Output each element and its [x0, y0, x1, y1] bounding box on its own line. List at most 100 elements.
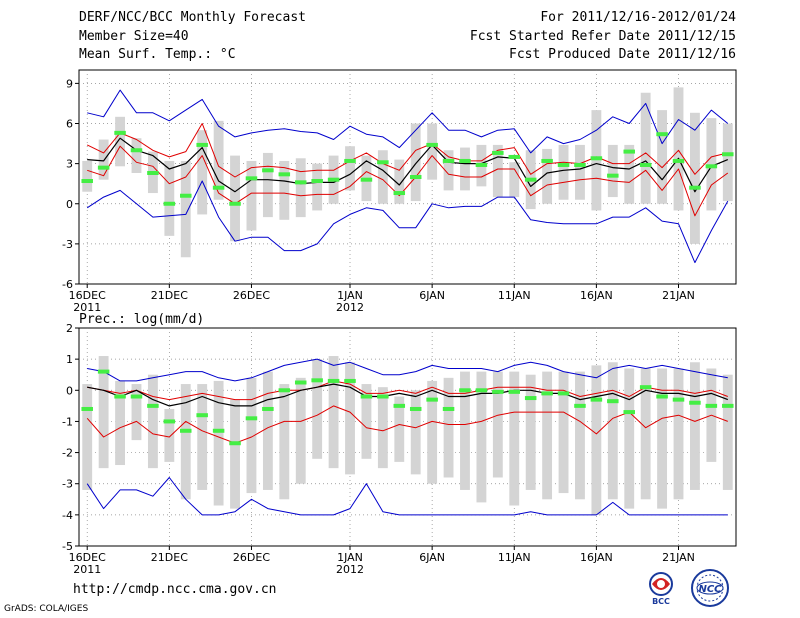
prec-spread-box: [690, 362, 700, 490]
prec-ensemble-mean-line: [87, 383, 729, 407]
temp-observed-marker: [590, 156, 603, 161]
prec-spread-box: [180, 384, 191, 500]
temp-observed-marker: [212, 185, 225, 190]
prec-observed-marker: [212, 428, 225, 433]
temp-spread-box: [657, 110, 668, 204]
prec-spread-box: [509, 371, 520, 506]
temp-spread-box: [213, 120, 224, 200]
prec-observed-marker: [639, 385, 652, 390]
prec-observed-marker: [508, 389, 521, 394]
temp-spread-box: [246, 160, 257, 231]
prec-observed-marker: [114, 394, 126, 399]
temp-observed-marker: [97, 165, 110, 170]
temp-spread-box: [509, 162, 520, 198]
prec-ytick-label: -4: [62, 509, 73, 522]
prec-observed-marker: [574, 403, 586, 408]
variable-label: Mean Surf. Temp.: °C: [79, 47, 236, 62]
prec-xtick-label: 16JAN: [580, 551, 613, 564]
prec-panel-title: Prec.: log(mm/d): [79, 312, 204, 327]
prec-observed-marker: [557, 391, 570, 396]
temp-spread-box: [640, 92, 651, 204]
prec-spread-box: [295, 377, 306, 484]
prec-observed-marker: [180, 428, 192, 433]
temp-spread-box: [722, 123, 733, 202]
temp-ytick-label: 9: [66, 77, 73, 90]
prec-ytick-label: 2: [66, 322, 73, 335]
prec-observed-marker: [344, 378, 356, 383]
temp-observed-marker: [262, 168, 274, 173]
temp-observed-marker: [180, 193, 192, 198]
temp-ytick-label: 6: [66, 118, 73, 131]
ncc-logo: NCC: [691, 569, 729, 607]
prec-xtick-label: 1JAN: [337, 551, 363, 564]
temp-spread-box: [197, 130, 208, 215]
prec-observed-marker: [147, 403, 159, 408]
temp-observed-marker: [459, 158, 471, 163]
temp-xtick-label: 16DEC: [69, 289, 106, 302]
temp-observed-marker: [81, 179, 93, 184]
prec-observed-marker: [722, 403, 734, 408]
temp-spread-box: [345, 146, 355, 191]
member-size: Member Size=40: [79, 29, 189, 44]
temp-ytick-label: 3: [66, 158, 73, 171]
prec-observed-marker: [327, 378, 340, 383]
source-url[interactable]: http://cmdp.ncc.cma.gov.cn: [73, 582, 277, 597]
prec-observed-marker: [590, 397, 603, 402]
temp-observed-marker: [557, 162, 570, 167]
prec-spread-box: [525, 374, 536, 490]
temp-spread-box: [624, 144, 635, 204]
temp-ensemble-mean-line: [87, 137, 729, 193]
prec-observed-marker: [393, 403, 406, 408]
temp-observed-marker: [607, 173, 619, 178]
prec-xtick-year: 2012: [336, 563, 364, 576]
temp-spread-box: [115, 116, 125, 167]
prec-spread-box: [673, 368, 684, 500]
temp-observed-marker: [393, 191, 406, 196]
temp-spread-box: [460, 147, 470, 191]
prec-xtick-year: 2011: [73, 563, 101, 576]
temp-spread-box: [295, 158, 306, 218]
prec-plot-frame: [78, 327, 737, 547]
prec-observed-marker: [262, 406, 274, 411]
prec-observed-marker: [492, 389, 504, 394]
temp-observed-marker: [524, 177, 537, 182]
temp-xtick-label: 26DEC: [233, 289, 270, 302]
temp-spread-box: [131, 138, 142, 173]
temp-spread-box: [262, 152, 273, 218]
temp-observed-marker: [574, 162, 586, 167]
prec-observed-marker: [607, 399, 619, 404]
prec-xtick-label: 21DEC: [151, 551, 188, 564]
temp-observed-marker: [623, 149, 635, 154]
prec-spread-box: [591, 365, 602, 515]
prec-spread-box: [377, 387, 388, 469]
prec-observed-marker: [705, 403, 718, 408]
prec-observed-marker: [426, 397, 438, 402]
prec-observed-marker: [278, 388, 291, 393]
prec-max-line: [87, 358, 728, 382]
temp-spread-box: [377, 150, 388, 204]
temp-xtick-label: 21JAN: [662, 289, 695, 302]
prec-spread-box: [312, 359, 323, 459]
prec-std-high-line: [87, 380, 728, 401]
prec-spread-box: [328, 356, 339, 469]
temp-spread-box: [607, 144, 618, 198]
temp-observed-marker: [705, 164, 718, 169]
prec-ytick-label: -3: [62, 478, 73, 491]
prec-spread-box: [164, 408, 175, 462]
chart-title: DERF/NCC/BCC Monthly Forecast: [79, 10, 306, 25]
temp-spread-box: [279, 160, 290, 220]
temp-observed-marker: [492, 150, 504, 155]
temp-spread-box: [591, 110, 602, 211]
temp-xtick-label: 1JAN: [337, 289, 363, 302]
prec-observed-marker: [409, 406, 422, 411]
temp-spread-box: [492, 144, 503, 198]
temp-ytick-label: -6: [62, 278, 73, 291]
temp-spread-box: [98, 139, 109, 180]
prec-observed-marker: [656, 394, 668, 399]
prec-spread-box: [115, 380, 125, 466]
produced-date: Fcst Produced Date 2011/12/16: [509, 47, 736, 62]
temp-spread-box: [542, 148, 553, 204]
prec-observed-marker: [97, 369, 110, 374]
prec-spread-box: [82, 384, 93, 490]
temp-spread-box: [575, 144, 585, 200]
